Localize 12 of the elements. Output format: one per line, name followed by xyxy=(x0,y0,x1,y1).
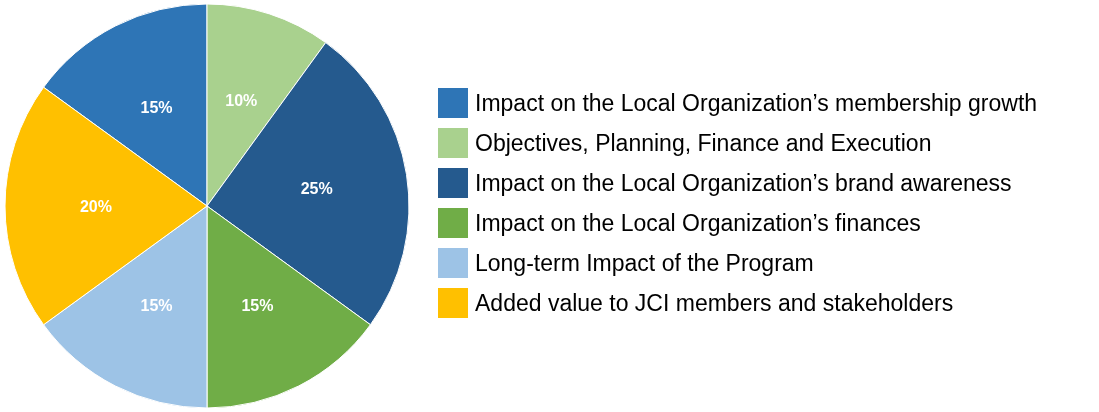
legend-label: Added value to JCI members and stakeholders xyxy=(475,290,954,316)
legend-label: Long-term Impact of the Program xyxy=(475,250,814,276)
legend-label: Objectives, Planning, Finance and Execution xyxy=(475,130,932,156)
data-label: 25% xyxy=(300,180,333,198)
legend-label: Impact on the Local Organization’s finances xyxy=(475,210,921,236)
data-label: 20% xyxy=(79,197,112,215)
data-label: 10% xyxy=(225,91,258,109)
legend-label: Impact on the Local Organization’s membership growth xyxy=(475,90,1038,116)
data-label: 15% xyxy=(140,98,173,116)
legend-label: Impact on the Local Organization’s brand awareness xyxy=(475,170,1012,196)
data-label: 15% xyxy=(140,296,173,314)
data-label: 15% xyxy=(241,296,274,314)
